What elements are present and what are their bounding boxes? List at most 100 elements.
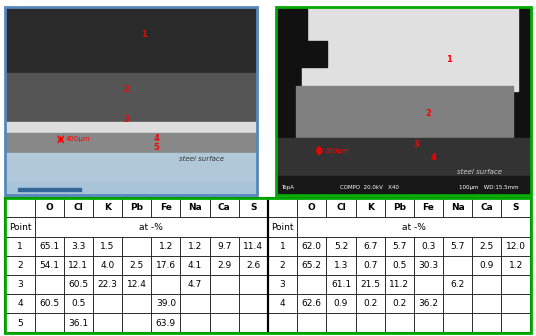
Text: 1.2: 1.2 — [159, 242, 173, 251]
Text: steel surface: steel surface — [180, 156, 225, 162]
Text: Cl: Cl — [336, 203, 346, 212]
Bar — [268, 198, 531, 333]
Text: 2: 2 — [17, 261, 23, 270]
Text: COMPO  20.0kV   X40: COMPO 20.0kV X40 — [340, 185, 399, 190]
Bar — [268, 198, 297, 217]
Bar — [151, 256, 181, 275]
Bar — [326, 198, 355, 217]
Text: 4: 4 — [17, 299, 23, 308]
Text: 260μm: 260μm — [324, 148, 349, 154]
Bar — [151, 237, 181, 256]
Text: 5: 5 — [17, 319, 23, 328]
Bar — [297, 313, 326, 333]
Bar — [414, 275, 443, 294]
Bar — [64, 294, 93, 313]
Text: 5.7: 5.7 — [392, 242, 406, 251]
Bar — [355, 237, 385, 256]
Bar — [151, 313, 181, 333]
Bar — [34, 198, 64, 217]
Bar — [239, 275, 268, 294]
Bar — [268, 313, 297, 333]
Bar — [297, 275, 326, 294]
Text: steel surface: steel surface — [457, 169, 502, 175]
Bar — [5, 182, 257, 195]
Text: 2.5: 2.5 — [130, 261, 144, 270]
Bar — [210, 256, 239, 275]
Text: 5: 5 — [154, 143, 159, 152]
Bar — [93, 275, 122, 294]
Bar — [276, 7, 307, 59]
Bar — [34, 256, 64, 275]
Bar — [472, 256, 502, 275]
Text: 0.3: 0.3 — [421, 242, 436, 251]
Text: Point: Point — [9, 222, 31, 232]
Text: 100μm   WD:15.5mm: 100μm WD:15.5mm — [459, 185, 519, 190]
Bar — [385, 256, 414, 275]
Text: K: K — [104, 203, 111, 212]
Text: 1.5: 1.5 — [100, 242, 115, 251]
Text: Na: Na — [451, 203, 465, 212]
Bar — [34, 313, 64, 333]
Text: at -%: at -% — [139, 222, 163, 232]
Text: 36.2: 36.2 — [419, 299, 438, 308]
Text: 12.0: 12.0 — [506, 242, 526, 251]
Bar — [472, 198, 502, 217]
Bar — [5, 217, 34, 237]
Bar — [326, 313, 355, 333]
Text: S: S — [513, 203, 519, 212]
Bar — [5, 73, 257, 123]
Text: 1.3: 1.3 — [334, 261, 348, 270]
Bar — [5, 133, 257, 154]
Bar — [181, 237, 210, 256]
Text: Pb: Pb — [130, 203, 143, 212]
Bar — [122, 275, 151, 294]
Bar — [122, 198, 151, 217]
Text: 54.1: 54.1 — [39, 261, 59, 270]
Text: 62.6: 62.6 — [302, 299, 322, 308]
Text: 1: 1 — [17, 242, 23, 251]
Text: S: S — [250, 203, 257, 212]
Text: 2: 2 — [280, 261, 285, 270]
Bar — [472, 275, 502, 294]
Text: 6.7: 6.7 — [363, 242, 377, 251]
Text: 0.2: 0.2 — [363, 299, 377, 308]
Bar — [181, 198, 210, 217]
Text: Ca: Ca — [480, 203, 493, 212]
Text: 4: 4 — [154, 134, 159, 143]
Text: 2: 2 — [426, 110, 431, 119]
Text: Fe: Fe — [160, 203, 172, 212]
Bar — [5, 198, 34, 217]
Bar — [5, 256, 34, 275]
Bar — [93, 198, 122, 217]
Bar — [210, 275, 239, 294]
Bar — [93, 294, 122, 313]
Bar — [5, 275, 34, 294]
Bar — [34, 217, 268, 237]
Bar — [181, 256, 210, 275]
Bar — [239, 198, 268, 217]
Bar — [64, 198, 93, 217]
Text: 22.3: 22.3 — [98, 280, 117, 289]
Bar — [502, 198, 531, 217]
Text: 0.7: 0.7 — [363, 261, 377, 270]
Bar — [385, 294, 414, 313]
Bar — [326, 256, 355, 275]
Bar — [210, 237, 239, 256]
Text: 0.2: 0.2 — [392, 299, 406, 308]
Bar — [64, 313, 93, 333]
Bar — [443, 294, 472, 313]
Text: 4.7: 4.7 — [188, 280, 202, 289]
Text: Na: Na — [188, 203, 202, 212]
Bar — [5, 237, 34, 256]
Text: 4.1: 4.1 — [188, 261, 202, 270]
Bar — [276, 176, 531, 195]
Bar — [326, 237, 355, 256]
Bar — [443, 256, 472, 275]
Text: 3.3: 3.3 — [71, 242, 86, 251]
Bar — [296, 41, 327, 67]
Bar — [355, 256, 385, 275]
Bar — [385, 275, 414, 294]
Bar — [355, 294, 385, 313]
Bar — [122, 294, 151, 313]
Text: 0.5: 0.5 — [71, 299, 86, 308]
